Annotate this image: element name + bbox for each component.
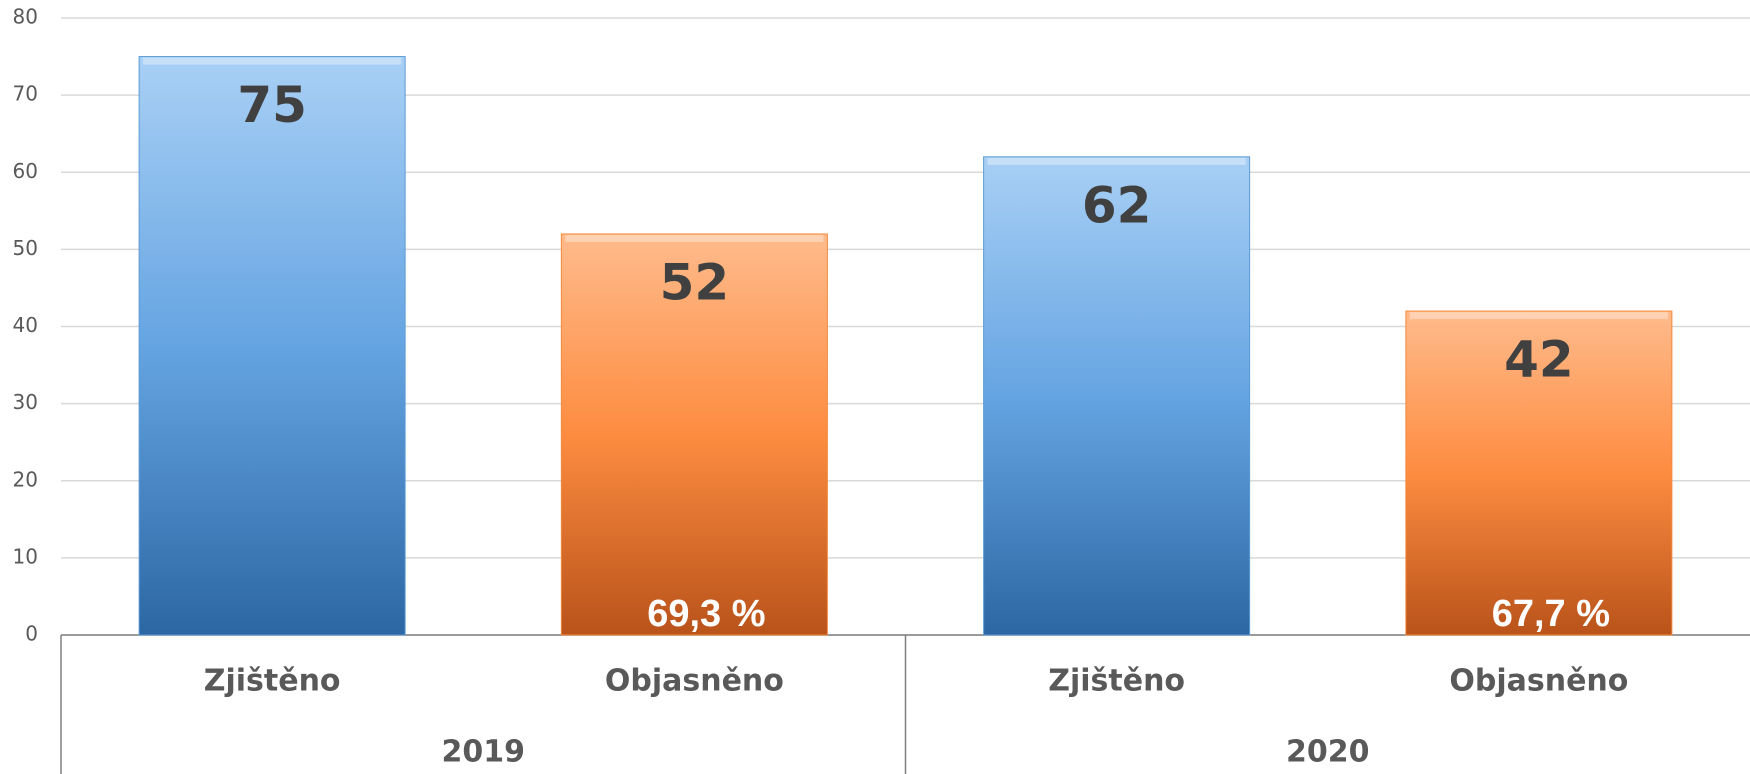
x-tick-label: Objasněno: [605, 664, 784, 699]
bar-bevel: [143, 57, 402, 65]
y-tick-label: 10: [13, 544, 38, 568]
y-tick-label: 70: [13, 82, 38, 106]
value-label: 62: [1082, 176, 1152, 234]
y-tick-label: 0: [25, 622, 38, 646]
value-label: 52: [660, 253, 730, 311]
bar: [1405, 310, 1673, 636]
group-label: 2019: [442, 735, 526, 770]
bar: [983, 156, 1251, 636]
x-tick-label: Zjištěno: [204, 664, 341, 699]
bar-bevel: [565, 234, 824, 242]
y-tick-label: 30: [13, 390, 38, 414]
x-tick-label: Zjištěno: [1048, 664, 1185, 699]
bar: [560, 233, 828, 636]
bar: [138, 56, 406, 636]
y-tick-label: 60: [13, 159, 38, 183]
value-label: 75: [237, 76, 307, 134]
percent-label: 67,7 %: [1492, 593, 1610, 635]
percent-label: 69,3 %: [647, 593, 765, 635]
y-tick-label: 40: [13, 313, 38, 337]
y-tick-label: 50: [13, 236, 38, 260]
group-label: 2020: [1286, 735, 1370, 770]
bar-bevel: [987, 157, 1246, 165]
y-tick-label: 80: [13, 5, 38, 29]
y-tick-label: 20: [13, 467, 38, 491]
x-tick-label: Objasněno: [1449, 664, 1628, 699]
bar-bevel: [1409, 312, 1668, 320]
value-label: 42: [1504, 331, 1574, 389]
